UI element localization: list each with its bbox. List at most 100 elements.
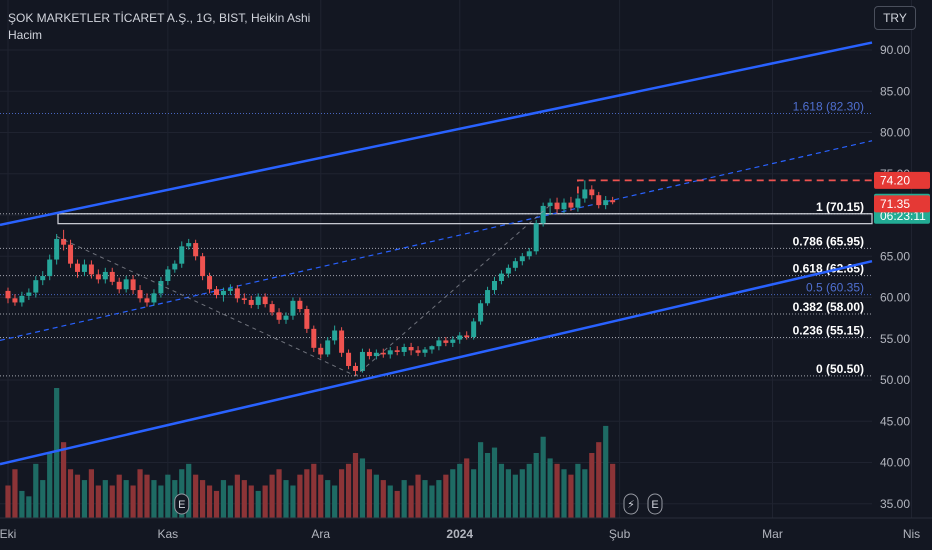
candle-body — [464, 335, 470, 338]
earnings-marker — [174, 493, 190, 515]
candle-body — [311, 328, 317, 348]
volume-bar — [373, 474, 379, 518]
candle-body — [137, 290, 143, 299]
candle-body — [255, 296, 261, 305]
candle-body — [540, 205, 546, 224]
volume-bar — [297, 474, 303, 518]
volume-bar — [276, 469, 282, 518]
trend-channel[interactable] — [0, 41, 873, 466]
candle-body — [353, 365, 358, 371]
volume-bar — [394, 490, 400, 518]
candle-body — [26, 292, 32, 296]
time-axis[interactable]: Eki Kas Ara 2024 Şub Mar Nis — [0, 517, 932, 541]
volume-bar — [109, 485, 115, 518]
split-marker — [623, 493, 639, 515]
candle-body — [519, 256, 525, 262]
fibonacci-retracement[interactable]: 1 (70.15) 0.786 (65.95) 0.618 (62.65) 0.5 (… — [0, 100, 873, 377]
time-tick-label: Ara — [311, 527, 330, 541]
fib-anchor-path — [56, 204, 551, 377]
volume-bar — [74, 474, 81, 518]
time-tick-label: Mar — [762, 527, 783, 541]
volume-bar — [408, 485, 414, 518]
fib-level-label: 0.5 (60.35) — [806, 281, 864, 295]
volume-bar — [5, 485, 11, 518]
candle-body — [102, 271, 108, 280]
volume-bar — [401, 480, 407, 518]
candle-body — [512, 261, 518, 268]
currency-button[interactable]: TRY — [874, 6, 916, 30]
candle-body — [610, 200, 616, 203]
volume-bar — [596, 442, 602, 518]
volume-indicator-label[interactable]: Hacim — [8, 28, 43, 42]
grid-lines — [0, 0, 912, 518]
candle-body — [269, 304, 275, 313]
candle-body — [387, 350, 393, 355]
candle-body — [492, 281, 497, 291]
volume-bars — [5, 388, 616, 518]
price-tick-label: 80.00 — [880, 126, 910, 140]
candle-body — [346, 352, 352, 366]
volume-bar — [512, 474, 518, 518]
candle-body — [297, 300, 303, 310]
volume-bar — [464, 458, 470, 518]
volume-bar — [206, 485, 213, 518]
candle-body — [533, 223, 539, 252]
volume-bar — [12, 469, 18, 518]
volume-bar — [366, 469, 372, 518]
candle-body — [130, 279, 136, 291]
volume-bar — [498, 463, 505, 518]
price-tick-label: 50.00 — [880, 373, 910, 387]
volume-bar — [137, 469, 143, 518]
volume-bar — [241, 480, 247, 518]
candle-body — [116, 281, 122, 290]
candle-body — [61, 238, 67, 245]
volume-bar — [478, 442, 484, 518]
volume-bar — [352, 453, 359, 518]
volume-bar — [575, 463, 581, 518]
price-tick-label: 40.00 — [880, 456, 910, 470]
volume-bar — [471, 469, 477, 518]
volume-bar — [227, 485, 233, 518]
volume-bar — [200, 480, 206, 518]
candle-body — [33, 280, 39, 293]
volume-bar — [102, 480, 108, 518]
volume-bar — [311, 463, 317, 518]
candle-body — [248, 299, 254, 305]
candle-body — [179, 246, 185, 264]
volume-bar — [443, 474, 449, 518]
candle-body — [109, 271, 115, 282]
volume-bar — [283, 480, 289, 518]
split-marker-glyph: ⚡ — [627, 499, 635, 511]
volume-bar — [304, 469, 310, 518]
volume-bar — [415, 474, 421, 518]
volume-bar — [95, 485, 101, 518]
candle-body — [144, 298, 150, 303]
low-price-tag — [874, 195, 930, 213]
fib-level-label: 0.618 (62.65) — [793, 262, 864, 276]
candle-body — [603, 200, 609, 206]
candle-body — [151, 293, 157, 303]
candle-body — [366, 351, 372, 357]
candle-body — [290, 300, 296, 316]
volume-bar — [130, 485, 136, 518]
volume-bar — [547, 458, 553, 518]
volume-bar — [422, 480, 428, 518]
price-tick-label: 55.00 — [880, 332, 910, 346]
last-price-tag-text: 06:23:11 — [880, 209, 926, 223]
candle-body — [422, 349, 428, 353]
candle-body — [5, 290, 11, 299]
time-tick-label: 2024 — [446, 527, 473, 541]
volume-bar — [290, 485, 296, 518]
candle-body — [68, 244, 74, 264]
high-price-tag-text: 74.20 — [880, 173, 910, 187]
symbol-title[interactable]: ŞOK MARKETLER TİCARET A.Ş., 1G, BIST, He… — [8, 11, 311, 25]
price-axis[interactable]: 35.0040.0045.0050.0055.0060.0065.0070.00… — [874, 43, 930, 511]
candle-body — [95, 274, 101, 280]
volume-bar — [568, 474, 574, 518]
volume-bar — [484, 453, 491, 518]
candle-body — [165, 269, 171, 281]
candle-body — [443, 340, 449, 343]
heikin-ashi-candles — [5, 180, 616, 376]
candle-body — [81, 264, 87, 272]
